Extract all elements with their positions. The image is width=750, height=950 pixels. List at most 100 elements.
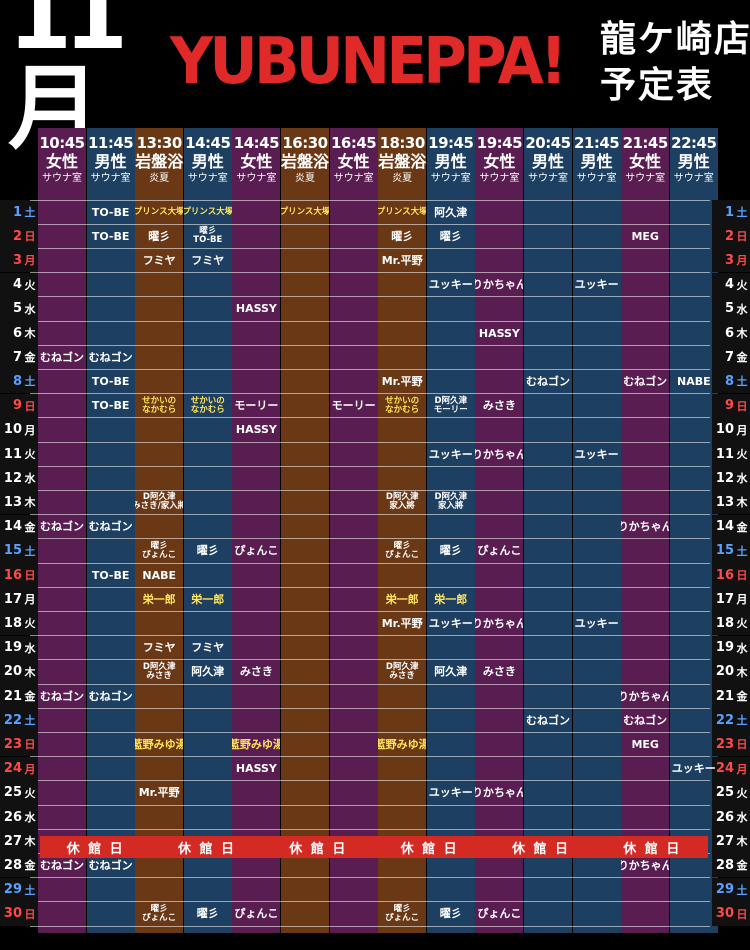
- row-divider: [30, 635, 710, 637]
- cell-text: むねゴン: [88, 689, 133, 703]
- day-number: 23: [715, 736, 734, 752]
- column-bg: [183, 128, 232, 933]
- column-header: 20:45 男性 サウナ室: [524, 128, 572, 200]
- row-divider: [30, 272, 710, 274]
- schedule-cell: 栄一郎: [184, 587, 232, 611]
- schedule-cell: ユッキー: [670, 757, 718, 781]
- event-title: YUBUNEPPA!: [170, 25, 567, 99]
- schedule-cell: 栄一郎: [427, 587, 475, 611]
- column-bg: [281, 128, 329, 933]
- cell-text: ぴょんこ: [142, 549, 177, 560]
- cell-text: フミヤ: [142, 641, 176, 655]
- column-room: 男性: [531, 152, 564, 171]
- schedule-cell: 栄一郎: [135, 587, 183, 611]
- schedule-cell: みさき: [475, 660, 523, 684]
- day-number: 22: [715, 712, 734, 728]
- column-room: 男性: [580, 152, 613, 171]
- cell-text: ユッキー: [574, 447, 619, 461]
- column-room: 岩盤浴: [135, 152, 184, 171]
- schedule-cell: D阿久津 モーリー: [427, 394, 475, 418]
- day-weekday: 水: [736, 811, 748, 824]
- row-divider: [30, 344, 710, 346]
- schedule-cell: むねゴン: [621, 369, 669, 393]
- column-sub: 炎夏: [392, 173, 413, 184]
- day-number: 11: [3, 446, 22, 462]
- day-weekday: 水: [24, 811, 36, 824]
- column-time: 20:45: [525, 134, 571, 152]
- schedule-cell: ぴょんこ: [232, 902, 280, 926]
- day-label-left: 19 水: [0, 635, 38, 660]
- schedule-cell: ぴょんこ: [232, 539, 280, 563]
- day-weekday: 火: [24, 278, 36, 292]
- schedule-cell: 曜彡: [427, 539, 475, 563]
- column-sub: サウナ室: [333, 173, 374, 184]
- cell-text: ユッキー: [428, 786, 473, 800]
- cell-text: せかいの: [190, 395, 225, 406]
- cell-text: ユッキー: [574, 616, 619, 630]
- day-label-left: 15 土: [0, 538, 38, 563]
- closed-label: 休 館 日: [289, 841, 348, 857]
- cell-text: TO-BE: [91, 229, 130, 243]
- column-header: 21:45 女性 サウナ室: [621, 128, 669, 200]
- day-label-right: 25 火: [712, 780, 750, 805]
- day-number: 17: [3, 591, 22, 607]
- cell-text: フミヤ: [142, 253, 176, 267]
- day-weekday: 日: [736, 569, 748, 582]
- day-weekday: 土: [736, 206, 748, 219]
- column-sub: サウナ室: [236, 173, 277, 184]
- column-room: 男性: [677, 152, 710, 171]
- column-time: 13:30: [136, 134, 183, 152]
- schedule-cell: 藍野みゆ湯: [135, 732, 183, 756]
- cell-text: りかちゃん: [621, 520, 670, 534]
- day-number: 5: [12, 301, 22, 317]
- cell-text: 栄一郎: [142, 592, 176, 606]
- schedule-cell: むねゴン: [87, 853, 135, 877]
- day-number: 2: [724, 228, 734, 244]
- day-weekday: 火: [736, 617, 748, 631]
- day-weekday: 土: [736, 883, 748, 897]
- day-label-left: 11 火: [0, 442, 38, 466]
- column-time: 11:45: [87, 134, 134, 152]
- cell-text: モーリー: [234, 399, 279, 413]
- day-weekday: 木: [736, 496, 748, 510]
- cell-text: りかちゃん: [475, 447, 524, 461]
- day-label-right: 13 木: [712, 490, 750, 515]
- day-label-right: 24 月: [712, 756, 750, 781]
- schedule-cell: 曜彡: [378, 224, 426, 248]
- day-number: 8: [12, 373, 22, 389]
- day-weekday: 月: [24, 593, 36, 607]
- column-header: 22:45 男性 サウナ室: [670, 128, 718, 200]
- day-weekday: 日: [24, 907, 36, 921]
- cell-text: りかちゃん: [475, 616, 524, 630]
- day-label-right: 28 金: [712, 853, 750, 878]
- day-label-left: 16 日: [0, 563, 38, 587]
- day-number: 18: [3, 615, 22, 631]
- day-weekday: 日: [736, 907, 748, 921]
- day-label-left: 25 火: [0, 780, 38, 805]
- schedule-cell: むねゴン: [524, 369, 572, 393]
- day-number: 5: [724, 301, 734, 317]
- day-weekday: 土: [24, 375, 36, 389]
- schedule-cell: むねゴン: [524, 708, 572, 732]
- day-number: 26: [3, 809, 22, 825]
- column-header: 16:30 岩盤浴 炎夏: [281, 128, 329, 200]
- cell-text: D阿久津: [434, 492, 468, 503]
- cell-text: 家入將: [438, 501, 464, 512]
- cell-text: 曜彡: [196, 544, 219, 558]
- schedule-cell: ぴょんこ: [475, 902, 523, 926]
- schedule-cell: 阿久津: [427, 200, 475, 224]
- day-weekday: 日: [24, 230, 36, 244]
- day-label-left: 27 木: [0, 829, 38, 854]
- schedule-cell: せかいの なかむら: [184, 394, 232, 418]
- column-time: 21:45: [573, 134, 620, 152]
- day-number: 28: [715, 857, 734, 873]
- day-label-right: 15 土: [712, 538, 750, 563]
- cell-text: りかちゃん: [621, 689, 670, 703]
- schedule-cell: フミヤ: [135, 636, 183, 660]
- header: 11月 YUBUNEPPA! 龍ケ崎店 予定表: [0, 0, 750, 155]
- cell-text: 曜彡: [150, 903, 168, 914]
- schedule-cell: りかちゃん: [621, 853, 669, 877]
- cell-text: むねゴン: [40, 858, 84, 872]
